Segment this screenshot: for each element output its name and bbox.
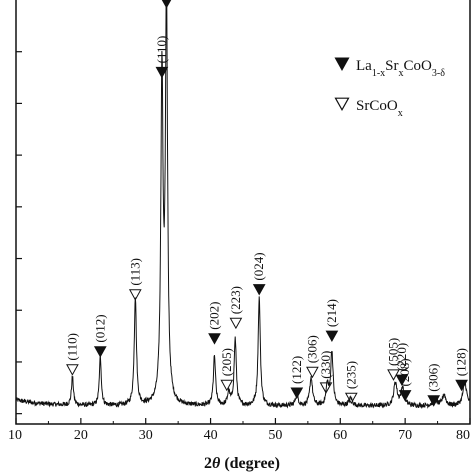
legend: La1-xSrxCoO3-δ SrCoOx [334, 57, 445, 119]
y-axis [16, 51, 22, 415]
peak-label: (505) [385, 338, 400, 366]
peak-marker-filled [208, 333, 221, 345]
x-axis: 10 20 30 40 50 60 70 80 [8, 418, 471, 443]
peak-marker-open [229, 317, 243, 330]
x-tick-label: 20 [74, 428, 88, 443]
peak-label: (306) [304, 335, 319, 363]
peak-label: (113) [127, 258, 142, 286]
peak-label: (110) [64, 333, 79, 361]
peak-label: (202) [206, 302, 221, 330]
legend-label-perovskite: La1-xSrxCoO3-δ [356, 58, 445, 79]
xrd-pattern-line [15, 0, 471, 410]
x-axis-title: 2θ (degree) [204, 455, 280, 472]
peak-marker-filled [398, 390, 412, 402]
peak-marker-open [128, 289, 142, 301]
peak-label: (220) [394, 343, 409, 371]
peak-marker-filled [395, 374, 409, 387]
peak-label: (024) [251, 252, 266, 280]
x-tick-label: 80 [456, 428, 470, 443]
x-tick-label: 10 [8, 428, 22, 443]
x-tick-label: 30 [139, 428, 153, 443]
peak-marker-open [66, 364, 79, 376]
peak-marker-open [306, 366, 319, 379]
x-tick-label: 60 [333, 428, 347, 443]
peak-marker-filled [325, 330, 339, 343]
peak-label: (223) [228, 286, 243, 314]
x-tick-label: 70 [398, 428, 412, 443]
x-tick-label: 40 [204, 428, 218, 443]
peak-marker-filled [252, 284, 266, 296]
legend-marker-perovskite [334, 57, 350, 72]
peak-annotations: (110)(012)(113)(110)(104)(202)(205)(223)… [64, 0, 469, 407]
legend-label-srcoox: SrCoOx [356, 98, 403, 119]
legend-marker-srcoox [334, 97, 350, 112]
x-tick-label: 50 [268, 428, 282, 443]
peak-label: (235) [343, 361, 358, 389]
peak-label: (205) [219, 348, 234, 376]
peak-label: (122) [289, 356, 304, 384]
peak-label: (306) [426, 364, 441, 392]
peak-label: (110) [154, 36, 169, 64]
peak-label: (208) [397, 358, 412, 386]
peak-marker-filled [93, 346, 107, 358]
peak-label: (012) [92, 314, 107, 342]
peak-marker-open [220, 379, 234, 392]
peak-label: (330) [318, 351, 333, 379]
peak-label: (128) [454, 348, 469, 376]
peak-label: (214) [324, 299, 339, 327]
